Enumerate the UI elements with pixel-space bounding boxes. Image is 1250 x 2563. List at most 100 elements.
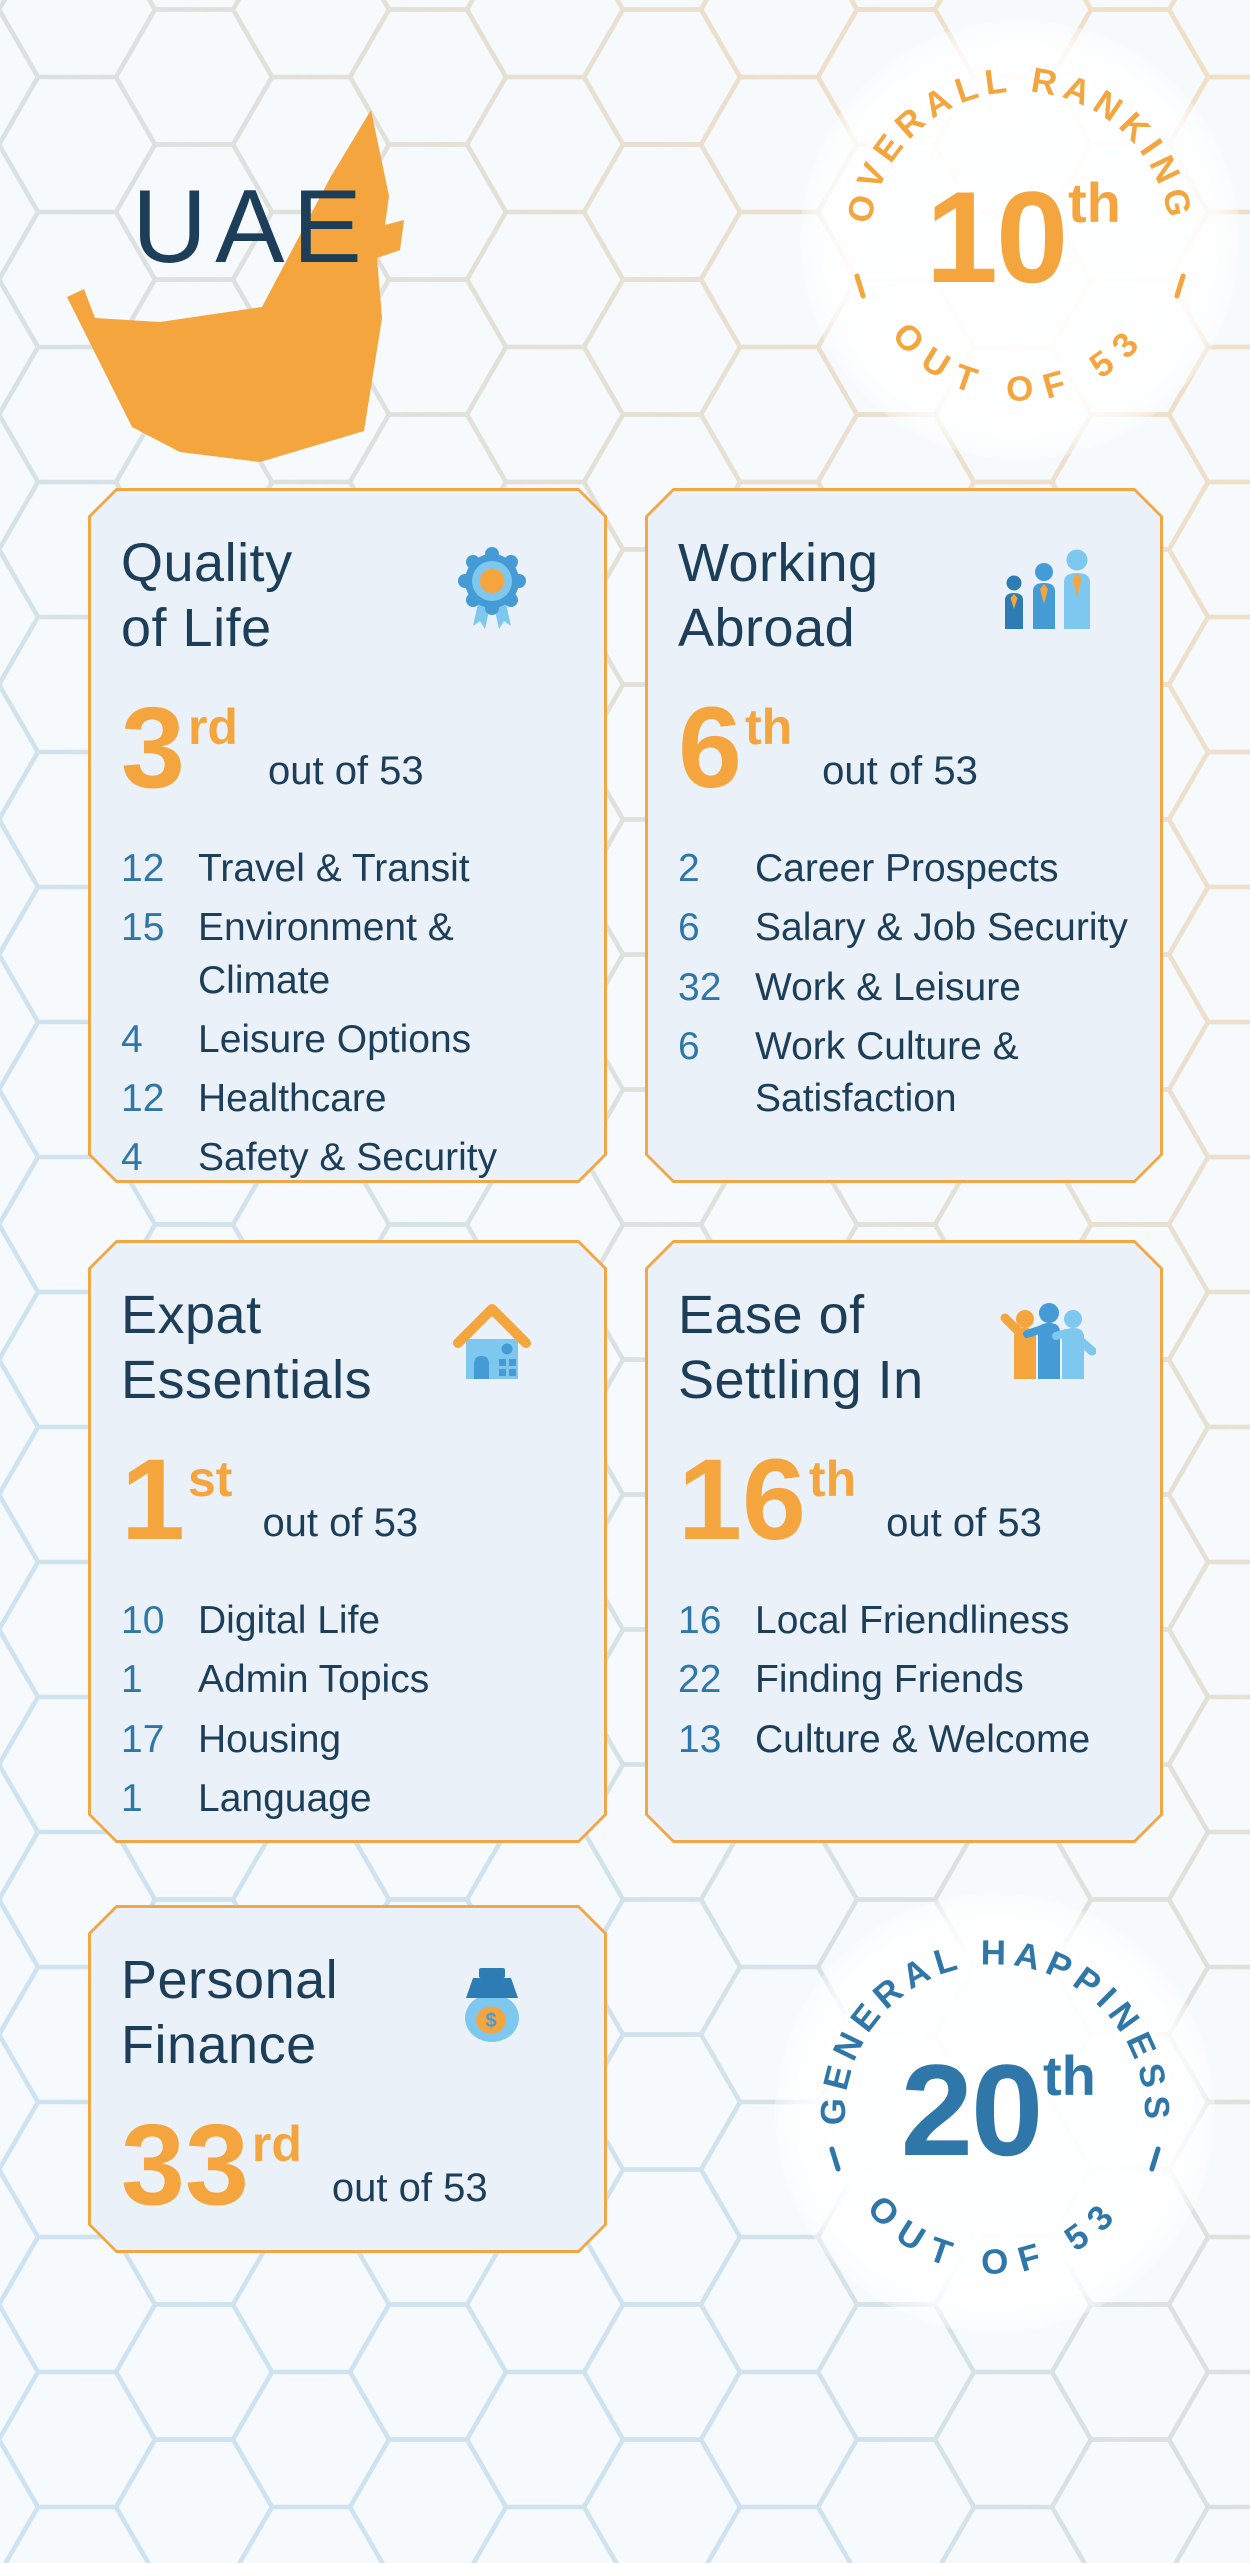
award-icon xyxy=(444,541,540,637)
subcategory-rank: 22 xyxy=(678,1658,722,1702)
subcategory-label: Admin Topics xyxy=(198,1658,430,1702)
people-ties-icon xyxy=(1000,541,1096,637)
card-title-line: Expat xyxy=(121,1285,262,1345)
subcategory-rank: 1 xyxy=(121,1776,143,1820)
subcategory-list: 10 Digital Life 1 Admin Topics 17 Housin… xyxy=(121,1595,580,1832)
subcategory-rank: 2 xyxy=(678,847,700,890)
happiness-badge-halo xyxy=(775,1893,1215,2333)
subcategory-label: Digital Life xyxy=(198,1599,381,1642)
rank-out-of-label: out of 53 xyxy=(886,1500,1042,1545)
badge-dash-right-icon xyxy=(1174,273,1186,299)
people-hug-icon xyxy=(1000,1293,1096,1389)
rank-value: 3 xyxy=(121,684,185,812)
rank-value: 16 xyxy=(678,1436,806,1564)
rank: 3 rd out of 53 xyxy=(121,696,424,802)
subcategory-label: Work Culture & Satisfaction xyxy=(755,1024,1019,1120)
subcategory-label: Culture & Welcome xyxy=(755,1717,1091,1761)
subcategory-rank: 10 xyxy=(121,1599,165,1642)
subcategory-rank: 12 xyxy=(121,847,165,890)
overall-ranking-badge: OVERALL RANKING OUT OF 53 10 th xyxy=(835,55,1199,414)
card-title-line: Working xyxy=(678,533,879,593)
general-happiness-badge: GENERAL HAPPINESS OUT OF 53 20 th xyxy=(808,1928,1174,2287)
subcategory-label: Language xyxy=(198,1776,372,1820)
card-title-line: Finance xyxy=(121,2014,317,2075)
subcategory-row: 2 Career Prospects xyxy=(678,843,1136,895)
card-expat-essentials-body: Expat Essentials 1 st out of 53 xyxy=(91,1243,604,1840)
card-title: Personal Finance xyxy=(121,1948,338,2078)
subcategory-list: 2 Career Prospects 6 Salary & Job Securi… xyxy=(678,843,1136,1132)
card-personal-finance-body: Personal Finance $ 33 rd out of 53 xyxy=(91,1908,604,2250)
card-working-abroad: Working Abroad xyxy=(645,488,1163,1183)
subcategory-rank: 6 xyxy=(678,906,700,950)
rank: 16 th out of 53 xyxy=(678,1448,1042,1554)
country-title: UAE xyxy=(132,169,370,285)
subcategory-row: 6 Salary & Job Security xyxy=(678,902,1136,954)
subcategory-list: 16 Local Friendliness 22 Finding Friends… xyxy=(678,1595,1136,1773)
happiness-rank-ordinal: th xyxy=(1043,2044,1096,2107)
subcategory-rank: 16 xyxy=(678,1599,722,1642)
subcategory-rank: 1 xyxy=(121,1658,143,1702)
subcategory-rank: 4 xyxy=(121,1017,143,1061)
subcategory-row: 10 Digital Life xyxy=(121,1595,580,1647)
subcategory-label: Travel & Transit xyxy=(198,847,470,890)
subcategory-rank: 15 xyxy=(121,906,165,950)
subcategory-label: Local Friendliness xyxy=(755,1599,1070,1642)
subcategory-row: 17 Housing xyxy=(121,1714,580,1766)
subcategory-label: Safety & Security xyxy=(198,1136,498,1180)
house-icon xyxy=(444,1293,540,1389)
card-title-line: Settling In xyxy=(678,1349,924,1410)
rank: 1 st out of 53 xyxy=(121,1448,418,1554)
card-title-line: Quality xyxy=(121,533,293,593)
rank-out-of-label: out of 53 xyxy=(822,748,978,793)
subcategory-label: Healthcare xyxy=(198,1077,387,1120)
overall-rank-value: 10 xyxy=(926,164,1067,310)
subcategory-label: Environment & Climate xyxy=(198,906,454,1002)
overall-out-of-arc-label: OUT OF 53 xyxy=(880,310,1147,414)
overall-badge-halo xyxy=(800,20,1240,460)
subcategory-rank: 12 xyxy=(121,1077,165,1120)
subcategory-row: 22 Finding Friends xyxy=(678,1654,1136,1706)
subcategory-row: 4 Leisure Options xyxy=(121,1014,580,1066)
card-title-line: Ease of xyxy=(678,1285,865,1345)
card-quality-of-life: Quality of Life 3 r xyxy=(88,488,607,1183)
subcategory-row: 13 Culture & Welcome xyxy=(678,1714,1136,1766)
money-bag-icon: $ xyxy=(444,1958,540,2054)
card-ease-of-settling-in: Ease of Settling In xyxy=(645,1240,1163,1843)
badge-dash-right-icon xyxy=(1149,2146,1161,2172)
rank-ordinal: rd xyxy=(251,2116,302,2172)
subcategory-rank: 13 xyxy=(678,1717,722,1761)
card-personal-finance: Personal Finance $ 33 rd out of 53 xyxy=(88,1905,607,2253)
card-title-line: of Life xyxy=(121,597,272,658)
uae-map-silhouette xyxy=(67,110,404,462)
rank-ordinal: th xyxy=(744,699,793,755)
happiness-out-of-arc-label: OUT OF 53 xyxy=(855,2183,1122,2287)
card-title-line: Personal xyxy=(121,1950,339,2010)
card-ease-of-settling-in-body: Ease of Settling In xyxy=(648,1243,1160,1840)
card-expat-essentials: Expat Essentials 1 st out of 53 xyxy=(88,1240,607,1843)
subcategory-label: Housing xyxy=(198,1717,342,1761)
dollar-icon: $ xyxy=(485,2010,496,2032)
subcategory-label: Finding Friends xyxy=(755,1658,1024,1702)
badge-dash-left-icon xyxy=(854,273,866,299)
happiness-rank-value: 20 xyxy=(901,2037,1042,2183)
subcategory-row: 32 Work & Leisure xyxy=(678,962,1136,1014)
subcategory-row: 12 Healthcare xyxy=(121,1073,580,1125)
subcategory-label: Salary & Job Security xyxy=(755,906,1128,950)
subcategory-row: 1 Admin Topics xyxy=(121,1654,580,1706)
subcategory-label: Career Prospects xyxy=(755,847,1059,890)
svg-text:OUT OF 53: OUT OF 53 xyxy=(885,315,1155,409)
badge-dash-left-icon xyxy=(829,2146,841,2172)
subcategory-row: 1 Language xyxy=(121,1773,580,1825)
card-title: Expat Essentials xyxy=(121,1283,372,1413)
card-title-line: Essentials xyxy=(121,1349,373,1410)
card-title: Quality of Life xyxy=(121,531,293,661)
rank-value: 6 xyxy=(678,684,742,812)
rank-out-of-label: out of 53 xyxy=(267,748,424,793)
rank: 33 rd out of 53 xyxy=(121,2113,488,2219)
subcategory-row: 15 Environment & Climate xyxy=(121,902,580,1007)
rank-value: 1 xyxy=(121,1436,185,1564)
card-working-abroad-body: Working Abroad xyxy=(648,491,1160,1180)
svg-text:OUT OF 53: OUT OF 53 xyxy=(860,2188,1130,2282)
rank-ordinal: rd xyxy=(187,699,238,755)
